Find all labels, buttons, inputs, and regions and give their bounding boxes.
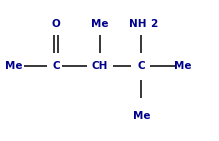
Text: C: C [52,61,60,71]
Text: Me: Me [132,111,150,121]
Text: Me: Me [5,61,23,71]
Text: Me: Me [91,19,108,29]
Text: 2: 2 [150,19,157,29]
Text: NH: NH [129,19,147,29]
Text: O: O [51,19,60,29]
Text: C: C [138,61,145,71]
Text: CH: CH [92,61,108,71]
Text: Me: Me [174,61,192,71]
